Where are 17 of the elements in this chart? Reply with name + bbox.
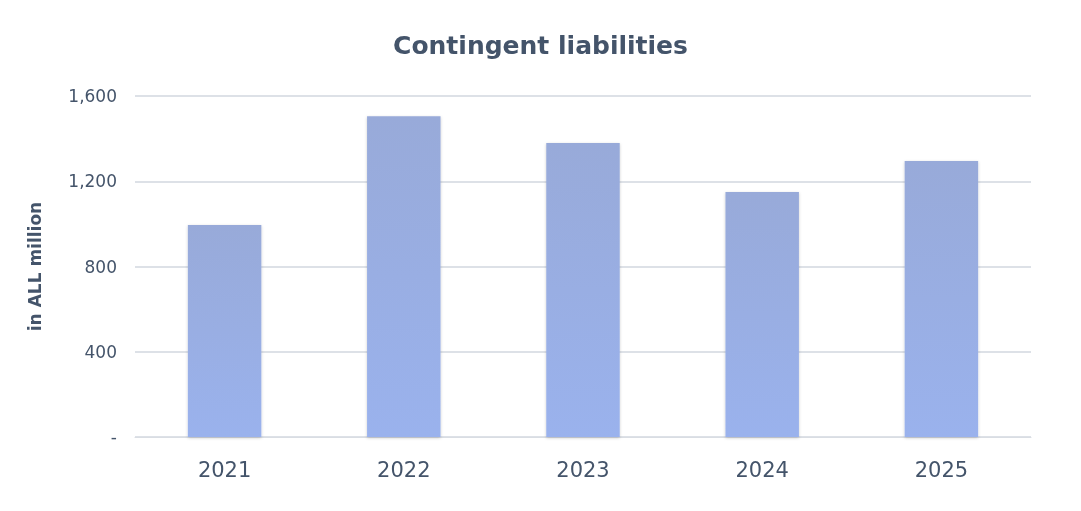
bar (904, 161, 979, 437)
bar (725, 191, 799, 437)
x-tick-label: 2025 (914, 457, 969, 482)
y-tick-label: 1,600 (68, 86, 117, 106)
y-tick-label: 400 (84, 341, 117, 362)
x-tick-label: 2022 (377, 457, 431, 482)
x-tick-label: 2023 (556, 457, 610, 482)
y-axis-title: in ALL million (24, 201, 45, 332)
y-tick-label: 800 (84, 256, 117, 277)
x-tick-label: 2024 (735, 457, 789, 482)
x-tick-label: 2021 (197, 457, 252, 482)
y-tick-label: - (110, 427, 117, 447)
bar (187, 224, 262, 437)
bar (546, 142, 620, 437)
y-tick-label: 1,200 (68, 171, 117, 192)
bar (367, 116, 441, 437)
chart-title: Contingent liabilities (393, 31, 688, 60)
